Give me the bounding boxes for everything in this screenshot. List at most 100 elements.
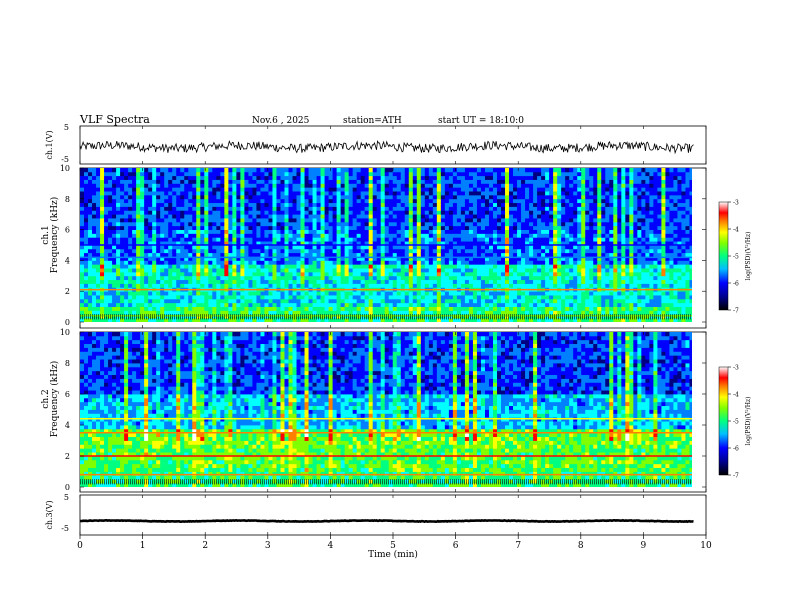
spectrogram-cell bbox=[252, 183, 257, 188]
spectrogram-cell bbox=[116, 252, 121, 257]
spectrogram-cell bbox=[340, 221, 346, 227]
spectrogram-cell bbox=[288, 168, 293, 173]
spectrogram-cell bbox=[216, 275, 221, 281]
spectrogram-cell bbox=[312, 171, 317, 177]
spectrogram-cell bbox=[324, 318, 329, 322]
spectrogram-cell bbox=[100, 264, 105, 269]
spectrogram-cell bbox=[280, 283, 285, 288]
spectrogram-cell bbox=[320, 283, 325, 288]
spectrogram-cell bbox=[252, 210, 257, 215]
spectrogram-cell bbox=[368, 210, 374, 215]
spectrogram-cell bbox=[224, 191, 229, 196]
spectrogram-cell bbox=[256, 318, 261, 322]
spectrogram-cell bbox=[292, 283, 297, 288]
spectrogram-cell bbox=[472, 318, 478, 322]
spectrogram-cell bbox=[192, 198, 197, 204]
spectrogram-cell bbox=[196, 175, 201, 180]
spectrogram-cell bbox=[436, 241, 442, 246]
spectrogram-cell bbox=[288, 225, 293, 230]
spectrogram-cell bbox=[184, 237, 189, 242]
spectrogram-cell bbox=[525, 171, 530, 177]
spectrogram-cell bbox=[368, 260, 374, 265]
spectrogram-cell bbox=[132, 187, 137, 192]
spectrogram-cell bbox=[452, 279, 458, 284]
spectrogram-cell bbox=[396, 210, 402, 215]
spectrogram-cell bbox=[436, 206, 442, 211]
spectrogram-cell bbox=[204, 264, 209, 269]
spectrogram-cell bbox=[549, 198, 554, 204]
spectrogram-cell bbox=[513, 229, 518, 234]
spectrogram-cell bbox=[248, 248, 253, 254]
spectrogram-cell bbox=[472, 168, 478, 173]
spectrogram-cell bbox=[136, 268, 141, 273]
spectrogram-cell bbox=[260, 256, 265, 261]
spectrogram-cell bbox=[236, 295, 241, 300]
spectrogram-cell bbox=[404, 241, 410, 246]
spectrogram-cell bbox=[553, 198, 558, 204]
spectrogram-cell bbox=[416, 187, 422, 192]
spectrogram-cell bbox=[452, 168, 458, 173]
spectrogram-cell bbox=[220, 291, 225, 296]
spectrogram-cell bbox=[400, 183, 406, 188]
spectrogram-cell bbox=[537, 318, 542, 322]
spectrogram-cell bbox=[464, 283, 470, 288]
spectrogram-cell bbox=[308, 275, 313, 281]
spectrogram-cell bbox=[569, 194, 574, 200]
spectrogram-cell bbox=[196, 168, 201, 173]
spectrogram-cell bbox=[533, 187, 538, 192]
spectrogram-cell bbox=[464, 168, 470, 173]
spectrogram-cell bbox=[192, 168, 197, 173]
spectrogram-cell bbox=[228, 218, 233, 223]
spectrogram-cell bbox=[501, 171, 506, 177]
spectrogram-cell bbox=[204, 194, 209, 200]
spectrogram-cell bbox=[208, 279, 213, 284]
spectrogram-cell bbox=[400, 264, 406, 269]
spectrogram-cell bbox=[212, 225, 217, 230]
spectrogram-cell bbox=[204, 245, 209, 250]
spectrogram-cell bbox=[420, 310, 426, 315]
spectrogram-cell bbox=[240, 256, 245, 261]
spectrogram-cell bbox=[364, 306, 370, 311]
spectrogram-cell bbox=[92, 171, 97, 177]
spectrogram-cell bbox=[533, 291, 538, 296]
spectrogram-cell bbox=[384, 318, 390, 322]
spectrogram-cell bbox=[320, 248, 325, 254]
spectrogram-cell bbox=[120, 179, 125, 184]
spectrogram-cell bbox=[232, 256, 237, 261]
spectrogram-cell bbox=[148, 318, 153, 322]
spectrogram-cell bbox=[553, 306, 558, 311]
spectrogram-cell bbox=[513, 237, 518, 242]
spectrogram-cell bbox=[220, 171, 225, 177]
spectrogram-cell bbox=[288, 210, 293, 215]
spectrogram-cell bbox=[276, 179, 281, 184]
spectrogram-cell bbox=[336, 252, 342, 257]
spectrogram-cell bbox=[344, 302, 350, 307]
spectrogram-cell bbox=[176, 283, 181, 288]
spectrogram-cell bbox=[176, 310, 181, 315]
spectrogram-cell bbox=[340, 291, 346, 296]
spectrogram-cell bbox=[561, 221, 566, 227]
spectrogram-cell bbox=[557, 229, 562, 234]
spectrogram-cell bbox=[316, 291, 321, 296]
spectrogram-cell bbox=[276, 248, 281, 254]
spectrogram-cell bbox=[573, 221, 578, 227]
spectrogram-cell bbox=[300, 210, 305, 215]
spectrogram-cell bbox=[452, 187, 458, 192]
spectrogram-cell bbox=[224, 279, 229, 284]
spectrogram-cell bbox=[280, 295, 285, 300]
spectrogram-cell bbox=[396, 302, 402, 307]
spectrogram-cell bbox=[192, 248, 197, 254]
spectrogram-cell bbox=[168, 248, 173, 254]
spectrogram-cell bbox=[112, 298, 117, 304]
spectrogram-cell bbox=[80, 306, 85, 311]
spectrogram-cell bbox=[533, 245, 538, 250]
spectrogram-cell bbox=[505, 171, 510, 177]
spectrogram-cell bbox=[248, 206, 253, 211]
spectrogram-cell bbox=[360, 302, 366, 307]
spectrogram-cell bbox=[172, 214, 177, 219]
spectrogram-cell bbox=[509, 283, 514, 288]
spectrogram-cell bbox=[537, 260, 542, 265]
spectrogram-cell bbox=[464, 229, 470, 234]
spectrogram-cell bbox=[412, 271, 418, 277]
spectrogram-cell bbox=[577, 252, 582, 257]
